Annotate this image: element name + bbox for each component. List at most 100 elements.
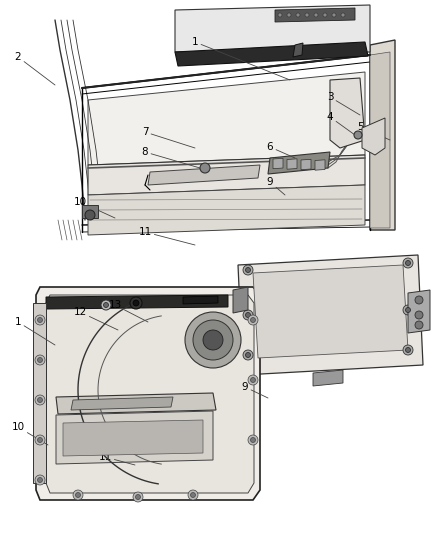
- Circle shape: [305, 13, 309, 17]
- Text: 11: 11: [138, 227, 195, 245]
- Circle shape: [101, 300, 111, 310]
- Text: 5: 5: [357, 122, 390, 140]
- Polygon shape: [370, 52, 390, 228]
- Circle shape: [415, 311, 423, 319]
- Circle shape: [278, 13, 282, 17]
- Circle shape: [341, 13, 345, 17]
- Circle shape: [73, 490, 83, 500]
- Circle shape: [354, 131, 362, 139]
- Polygon shape: [253, 265, 408, 358]
- Text: 8: 8: [141, 147, 200, 168]
- Polygon shape: [362, 118, 385, 155]
- Text: 11: 11: [99, 452, 135, 465]
- Circle shape: [403, 258, 413, 268]
- Circle shape: [38, 478, 42, 482]
- Circle shape: [296, 13, 300, 17]
- Circle shape: [35, 475, 45, 485]
- Polygon shape: [183, 296, 218, 304]
- Text: 10: 10: [11, 422, 48, 445]
- Circle shape: [243, 265, 253, 275]
- Circle shape: [130, 297, 142, 309]
- Circle shape: [248, 435, 258, 445]
- Circle shape: [243, 350, 253, 360]
- Text: 10: 10: [74, 197, 115, 218]
- Circle shape: [103, 303, 109, 308]
- Circle shape: [323, 13, 327, 17]
- Polygon shape: [175, 42, 368, 66]
- Circle shape: [248, 375, 258, 385]
- Circle shape: [251, 318, 255, 322]
- Circle shape: [314, 13, 318, 17]
- Circle shape: [133, 300, 139, 306]
- Text: 1: 1: [192, 37, 290, 80]
- Polygon shape: [287, 159, 297, 169]
- Polygon shape: [313, 370, 343, 386]
- Circle shape: [251, 438, 255, 442]
- Polygon shape: [36, 287, 260, 500]
- Polygon shape: [233, 287, 248, 313]
- Text: 3: 3: [327, 92, 360, 115]
- Circle shape: [246, 352, 251, 358]
- Polygon shape: [370, 40, 395, 230]
- Polygon shape: [82, 205, 98, 218]
- Polygon shape: [268, 152, 330, 174]
- Circle shape: [38, 358, 42, 362]
- Circle shape: [185, 312, 241, 368]
- Circle shape: [403, 345, 413, 355]
- Polygon shape: [46, 295, 228, 309]
- Circle shape: [191, 492, 195, 497]
- Polygon shape: [273, 158, 283, 169]
- Polygon shape: [315, 160, 325, 170]
- Polygon shape: [301, 159, 311, 169]
- Circle shape: [415, 296, 423, 304]
- Polygon shape: [238, 255, 423, 375]
- Circle shape: [135, 495, 141, 499]
- Text: 4: 4: [327, 112, 355, 135]
- Text: 9: 9: [242, 382, 268, 398]
- Text: 1: 1: [15, 317, 55, 345]
- Polygon shape: [63, 420, 203, 456]
- Text: 13: 13: [108, 300, 148, 322]
- Text: 6: 6: [267, 142, 295, 158]
- Text: 7: 7: [141, 127, 195, 148]
- Circle shape: [38, 438, 42, 442]
- Polygon shape: [88, 72, 365, 165]
- Circle shape: [38, 318, 42, 322]
- Circle shape: [85, 210, 95, 220]
- Text: 12: 12: [74, 307, 118, 330]
- Polygon shape: [148, 165, 260, 185]
- Circle shape: [403, 305, 413, 315]
- Text: 2: 2: [15, 52, 55, 85]
- Polygon shape: [56, 393, 216, 414]
- Circle shape: [415, 321, 423, 329]
- Polygon shape: [330, 78, 365, 148]
- Circle shape: [38, 398, 42, 402]
- Polygon shape: [56, 411, 213, 464]
- Circle shape: [35, 395, 45, 405]
- Polygon shape: [88, 185, 365, 235]
- Polygon shape: [46, 295, 254, 493]
- Circle shape: [75, 492, 81, 497]
- Polygon shape: [293, 43, 303, 57]
- Circle shape: [203, 330, 223, 350]
- Polygon shape: [275, 8, 355, 22]
- Circle shape: [246, 268, 251, 272]
- Circle shape: [406, 261, 410, 265]
- Circle shape: [406, 348, 410, 352]
- Polygon shape: [33, 303, 46, 483]
- Circle shape: [287, 13, 291, 17]
- Circle shape: [243, 310, 253, 320]
- Circle shape: [251, 377, 255, 383]
- Polygon shape: [71, 397, 173, 410]
- Polygon shape: [408, 290, 430, 333]
- Circle shape: [193, 320, 233, 360]
- Circle shape: [406, 308, 410, 312]
- Polygon shape: [88, 155, 365, 195]
- Circle shape: [35, 355, 45, 365]
- Circle shape: [200, 163, 210, 173]
- Circle shape: [246, 312, 251, 318]
- Circle shape: [188, 490, 198, 500]
- Circle shape: [35, 435, 45, 445]
- Circle shape: [133, 492, 143, 502]
- Text: 9: 9: [267, 177, 285, 195]
